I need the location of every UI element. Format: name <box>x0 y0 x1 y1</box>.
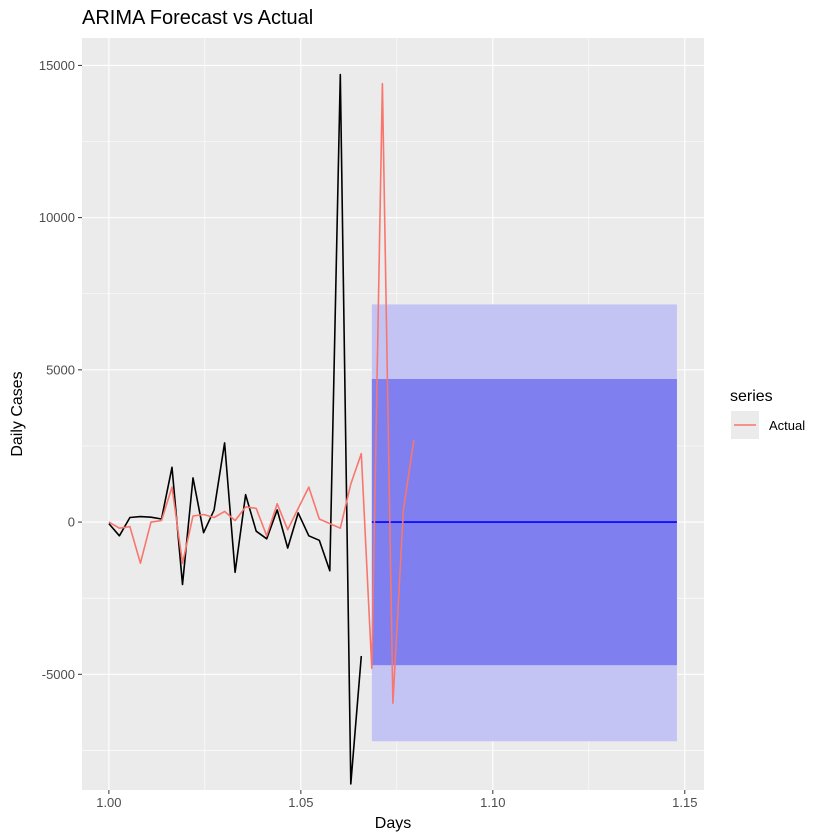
y-tick-label: 10000 <box>39 210 75 225</box>
y-tick-label: 5000 <box>46 362 75 377</box>
x-axis-title: Days <box>375 815 411 832</box>
y-tick-label: -5000 <box>42 667 75 682</box>
x-tick-label: 1.10 <box>480 795 505 810</box>
legend: series Actual <box>730 388 805 439</box>
y-axis-title: Daily Cases <box>9 371 26 456</box>
series-line-actual <box>108 82 415 705</box>
y-tick-label: 15000 <box>39 58 75 73</box>
y-tick-label: 0 <box>68 515 75 530</box>
x-axis-ticks: 1.00 1.05 1.10 1.15 <box>96 790 697 810</box>
x-tick-label: 1.05 <box>288 795 313 810</box>
chart-title: ARIMA Forecast vs Actual <box>82 7 313 29</box>
x-tick-label: 1.00 <box>96 795 121 810</box>
y-axis-ticks: -5000 0 5000 10000 15000 <box>39 58 82 682</box>
legend-title: series <box>730 388 773 405</box>
series-lines <box>108 73 415 785</box>
forecast-bands <box>371 304 677 742</box>
legend-label-actual: Actual <box>769 418 805 433</box>
x-tick-label: 1.15 <box>672 795 697 810</box>
series-line-fitted <box>108 73 363 785</box>
